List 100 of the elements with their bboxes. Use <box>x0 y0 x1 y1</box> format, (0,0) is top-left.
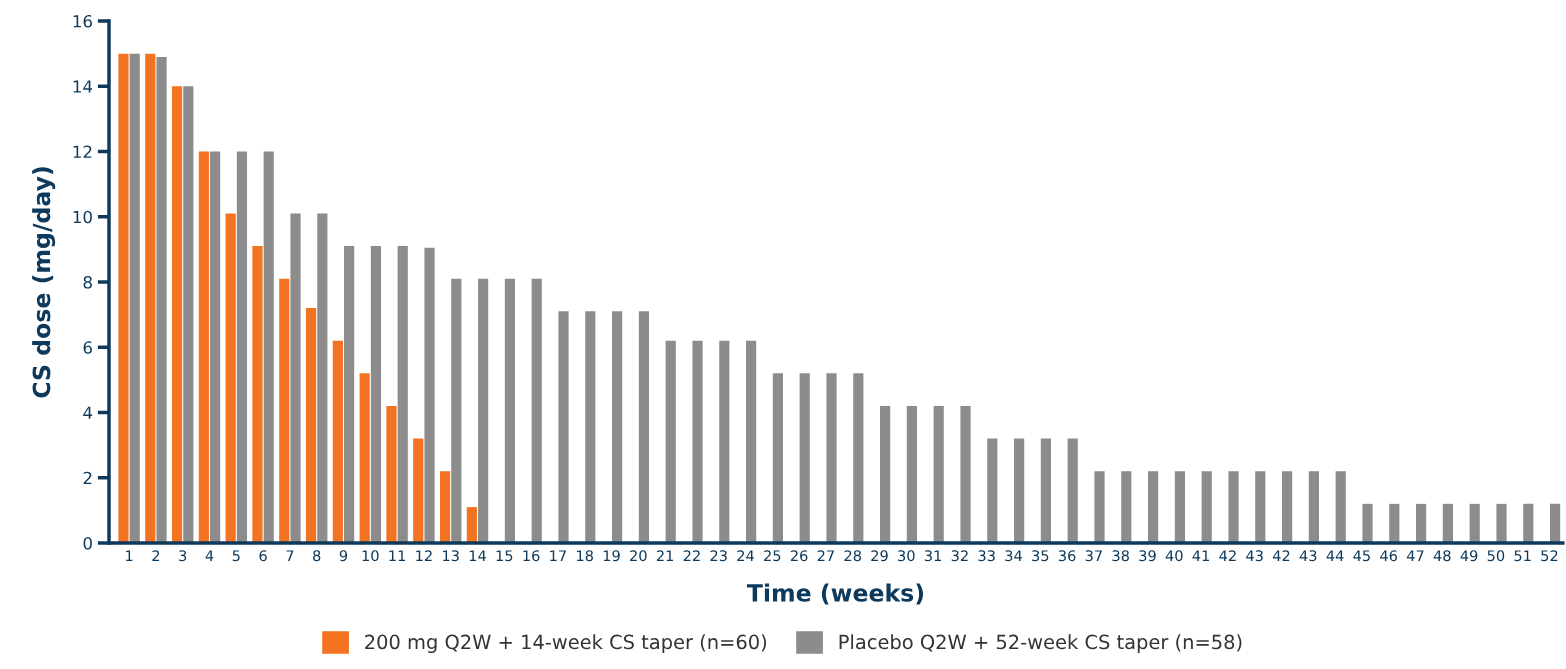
x-tick-label: 47 <box>1406 550 1424 562</box>
legend-label: 200 mg Q2W + 14-week CS taper (n=60) <box>365 634 767 654</box>
bar <box>1469 503 1480 543</box>
y-tick-label: 4 <box>83 406 93 419</box>
bar <box>665 340 676 543</box>
bar <box>746 340 757 543</box>
bar <box>183 86 194 543</box>
bar <box>612 311 623 543</box>
bar <box>118 53 129 543</box>
bar <box>198 151 209 543</box>
y-tick-label: 10 <box>73 210 92 224</box>
x-tick-label: 13 <box>443 550 459 562</box>
bar <box>1308 471 1319 543</box>
bar <box>1121 471 1132 543</box>
bar <box>252 246 263 543</box>
bar <box>210 151 221 543</box>
bar <box>585 311 596 543</box>
x-tick-label: 32 <box>951 550 968 562</box>
x-tick-label: 21 <box>656 550 674 562</box>
bar <box>386 405 397 543</box>
x-tick-label: 8 <box>313 550 321 562</box>
bar <box>290 213 301 543</box>
bar <box>225 213 236 543</box>
x-axis-title: Time (weeks) <box>746 583 924 605</box>
bar <box>826 373 837 543</box>
x-tick-label: 17 <box>550 550 566 562</box>
x-tick-label: 12 <box>416 550 432 562</box>
x-tick-label: 43 <box>1299 550 1317 562</box>
y-tick-label: 0 <box>83 536 92 550</box>
bar <box>1067 438 1078 543</box>
bar <box>1014 438 1025 543</box>
bar <box>933 405 944 543</box>
bar <box>236 151 248 543</box>
x-tick-label: 1 <box>126 550 133 562</box>
x-tick-label: 49 <box>1460 550 1478 562</box>
bar <box>1523 503 1534 543</box>
x-tick-label: 15 <box>496 550 513 562</box>
x-tick-label: 33 <box>978 550 995 562</box>
bar <box>305 308 317 543</box>
x-tick-label: 48 <box>1433 550 1451 562</box>
bar <box>129 53 140 543</box>
x-tick-label: 42 <box>1219 550 1236 562</box>
bar <box>413 438 424 543</box>
x-tick-label: 35 <box>1032 550 1049 562</box>
x-tick-label: 43 <box>1246 550 1263 562</box>
bar <box>1416 503 1427 543</box>
bar <box>719 340 730 543</box>
x-tick-label: 6 <box>259 550 267 562</box>
x-tick-label: 26 <box>790 550 808 562</box>
bar <box>772 373 784 543</box>
bar <box>171 86 183 543</box>
x-tick-label: 9 <box>339 550 348 562</box>
x-tick-label: 7 <box>286 550 294 562</box>
legend-label: Placebo Q2W + 52-week CS taper (n=58) <box>839 634 1242 654</box>
x-tick-label: 50 <box>1487 550 1505 562</box>
x-tick-label: 4 <box>205 550 214 562</box>
bar <box>1362 503 1373 543</box>
y-tick-label: 6 <box>83 341 92 354</box>
x-tick-label: 24 <box>737 550 754 562</box>
bar <box>1282 471 1293 543</box>
x-tick-label: 52 <box>1541 550 1558 562</box>
x-tick-label: 41 <box>1192 550 1210 562</box>
x-tick-label: 37 <box>1085 550 1102 562</box>
x-tick-label: 14 <box>469 550 486 562</box>
y-tick-label: 12 <box>73 145 92 158</box>
bar <box>263 151 274 543</box>
bar <box>987 438 998 543</box>
bar <box>1496 503 1507 543</box>
bar <box>424 247 435 543</box>
bar <box>1040 438 1051 543</box>
bar <box>145 53 156 543</box>
x-tick-label: 30 <box>898 550 915 562</box>
x-tick-label: 36 <box>1058 550 1076 562</box>
bar <box>1148 471 1159 543</box>
x-tick-label: 22 <box>683 550 700 562</box>
bar <box>906 405 917 543</box>
bar <box>1335 471 1346 543</box>
bar <box>1174 471 1185 543</box>
x-tick-label: 40 <box>1165 550 1183 562</box>
y-tick-label: 16 <box>73 14 92 28</box>
bar <box>531 278 542 543</box>
bar <box>332 340 343 543</box>
y-axis-title: CS dose (mg/day) <box>32 167 56 398</box>
x-tick-label: 38 <box>1112 550 1129 562</box>
bar <box>558 311 569 543</box>
x-tick-label: 19 <box>603 550 620 562</box>
bar <box>156 56 167 543</box>
x-tick-label: 44 <box>1326 550 1344 562</box>
bar <box>359 373 370 543</box>
bar <box>1389 503 1400 543</box>
bar <box>439 471 451 543</box>
bar <box>1228 471 1239 543</box>
bar <box>880 405 891 543</box>
x-tick-label: 39 <box>1139 550 1156 562</box>
x-tick-label: 45 <box>1353 550 1370 562</box>
x-tick-label: 11 <box>389 550 406 562</box>
bar <box>1201 471 1212 543</box>
x-tick-label: 34 <box>1005 550 1022 562</box>
bar <box>853 373 864 543</box>
x-tick-label: 28 <box>844 550 861 562</box>
